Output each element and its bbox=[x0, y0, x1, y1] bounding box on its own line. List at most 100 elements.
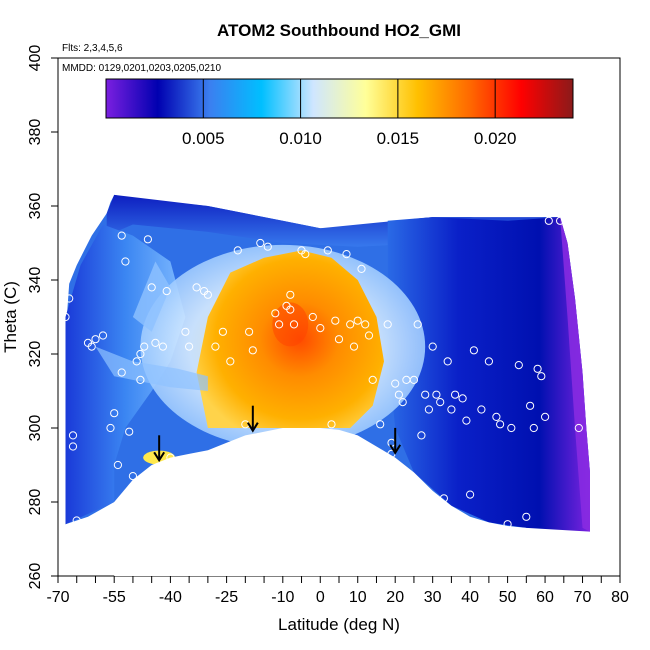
sample-point bbox=[203, 290, 212, 299]
arrow-head bbox=[389, 444, 402, 455]
down-arrow bbox=[389, 427, 402, 455]
arrow-head bbox=[246, 422, 259, 433]
sample-point bbox=[245, 327, 254, 336]
sample-point bbox=[218, 327, 227, 336]
sample-point bbox=[492, 412, 501, 421]
sample-point bbox=[368, 375, 377, 384]
sample-point bbox=[110, 409, 119, 418]
sample-point bbox=[522, 512, 531, 521]
sample-points bbox=[61, 216, 583, 529]
sample-point bbox=[334, 335, 344, 344]
sample-point bbox=[151, 338, 160, 347]
flights-annotation: Flts: 2,3,4,5,6 bbox=[62, 43, 123, 54]
sample-point bbox=[132, 357, 141, 366]
x-tick-label: -70 bbox=[46, 589, 69, 606]
arrow-markers bbox=[153, 405, 402, 463]
sample-point bbox=[98, 331, 108, 340]
sample-point bbox=[65, 294, 74, 303]
sample-point bbox=[162, 287, 171, 296]
sample-point bbox=[121, 257, 130, 266]
sample-point bbox=[421, 390, 430, 399]
down-arrow bbox=[153, 435, 166, 463]
sample-point bbox=[462, 416, 471, 425]
sample-point bbox=[466, 490, 475, 499]
sample-point bbox=[61, 312, 70, 322]
y-tick-label: 320 bbox=[27, 341, 44, 368]
sample-point bbox=[529, 423, 538, 433]
sample-point bbox=[289, 320, 299, 329]
sample-point bbox=[91, 335, 100, 344]
dates-annotation: MMDD: 0129,0201,0203,0205,0210 bbox=[62, 63, 221, 74]
sample-point bbox=[477, 405, 486, 414]
heatmap-field bbox=[65, 194, 590, 576]
sample-point bbox=[349, 342, 359, 351]
sample-point bbox=[271, 309, 280, 318]
sample-point bbox=[68, 431, 78, 440]
field-streak bbox=[95, 346, 208, 391]
sample-point bbox=[533, 364, 542, 373]
sample-point bbox=[125, 427, 134, 436]
y-tick-label: 280 bbox=[27, 489, 44, 516]
x-tick-label: 0 bbox=[316, 589, 325, 606]
sample-point bbox=[87, 342, 96, 351]
sample-point bbox=[451, 390, 460, 399]
y-tick-label: 380 bbox=[27, 119, 44, 146]
sample-point bbox=[376, 420, 385, 429]
sample-point bbox=[185, 342, 194, 351]
sample-point bbox=[364, 331, 374, 340]
sample-point bbox=[256, 238, 265, 248]
x-tick-label: 60 bbox=[536, 589, 554, 606]
sample-point bbox=[323, 246, 332, 255]
sample-point bbox=[391, 379, 400, 388]
x-axis: -70 -55 -40 -25 -10 0 10 20 30 40 50 60 70 80 bbox=[46, 576, 629, 606]
sample-point bbox=[394, 390, 403, 399]
sample-point bbox=[158, 342, 167, 351]
sample-point bbox=[507, 423, 516, 433]
sample-point bbox=[526, 401, 535, 410]
sample-point bbox=[514, 361, 523, 370]
sample-point bbox=[406, 472, 415, 481]
colorbar-tick-label: 0.005 bbox=[182, 129, 225, 148]
sample-point bbox=[424, 405, 433, 414]
sample-point bbox=[496, 420, 505, 429]
sample-point bbox=[409, 375, 418, 384]
sample-point bbox=[537, 372, 546, 381]
sample-point bbox=[346, 320, 355, 329]
y-tick-label: 300 bbox=[27, 415, 44, 442]
sample-point bbox=[357, 264, 366, 273]
sample-point bbox=[181, 327, 190, 336]
x-tick-label: -55 bbox=[103, 589, 126, 606]
sample-point bbox=[275, 320, 284, 329]
colorbar-tick-label: 0.020 bbox=[474, 129, 517, 148]
sample-point bbox=[192, 283, 201, 292]
sample-point bbox=[143, 235, 152, 244]
sample-point bbox=[556, 216, 565, 225]
y-tick-label: 340 bbox=[27, 267, 44, 294]
sample-point bbox=[72, 516, 81, 525]
sample-point bbox=[248, 346, 257, 355]
x-tick-label: 50 bbox=[499, 589, 517, 606]
sample-point bbox=[544, 216, 553, 225]
sample-point bbox=[117, 231, 126, 240]
sample-point bbox=[308, 312, 317, 322]
x-tick-label: 70 bbox=[574, 589, 592, 606]
colorbar-tick-label: 0.010 bbox=[279, 129, 322, 148]
sample-point bbox=[331, 316, 340, 325]
x-tick-label: -40 bbox=[159, 589, 182, 606]
x-tick-label: -25 bbox=[215, 589, 238, 606]
colorbar-bar bbox=[105, 78, 574, 119]
sample-point bbox=[353, 316, 362, 325]
x-tick-label: 10 bbox=[349, 589, 367, 606]
sample-point bbox=[263, 242, 272, 251]
sample-point bbox=[574, 423, 583, 433]
sample-point bbox=[106, 423, 115, 433]
sample-point bbox=[469, 346, 478, 355]
sample-point bbox=[383, 320, 392, 329]
down-arrow bbox=[246, 405, 259, 433]
x-tick-label: 20 bbox=[386, 589, 404, 606]
sample-point bbox=[439, 494, 448, 503]
colorbar-tick-label: 0.015 bbox=[377, 129, 420, 148]
field-east bbox=[387, 217, 590, 532]
arrow-head bbox=[153, 451, 166, 463]
